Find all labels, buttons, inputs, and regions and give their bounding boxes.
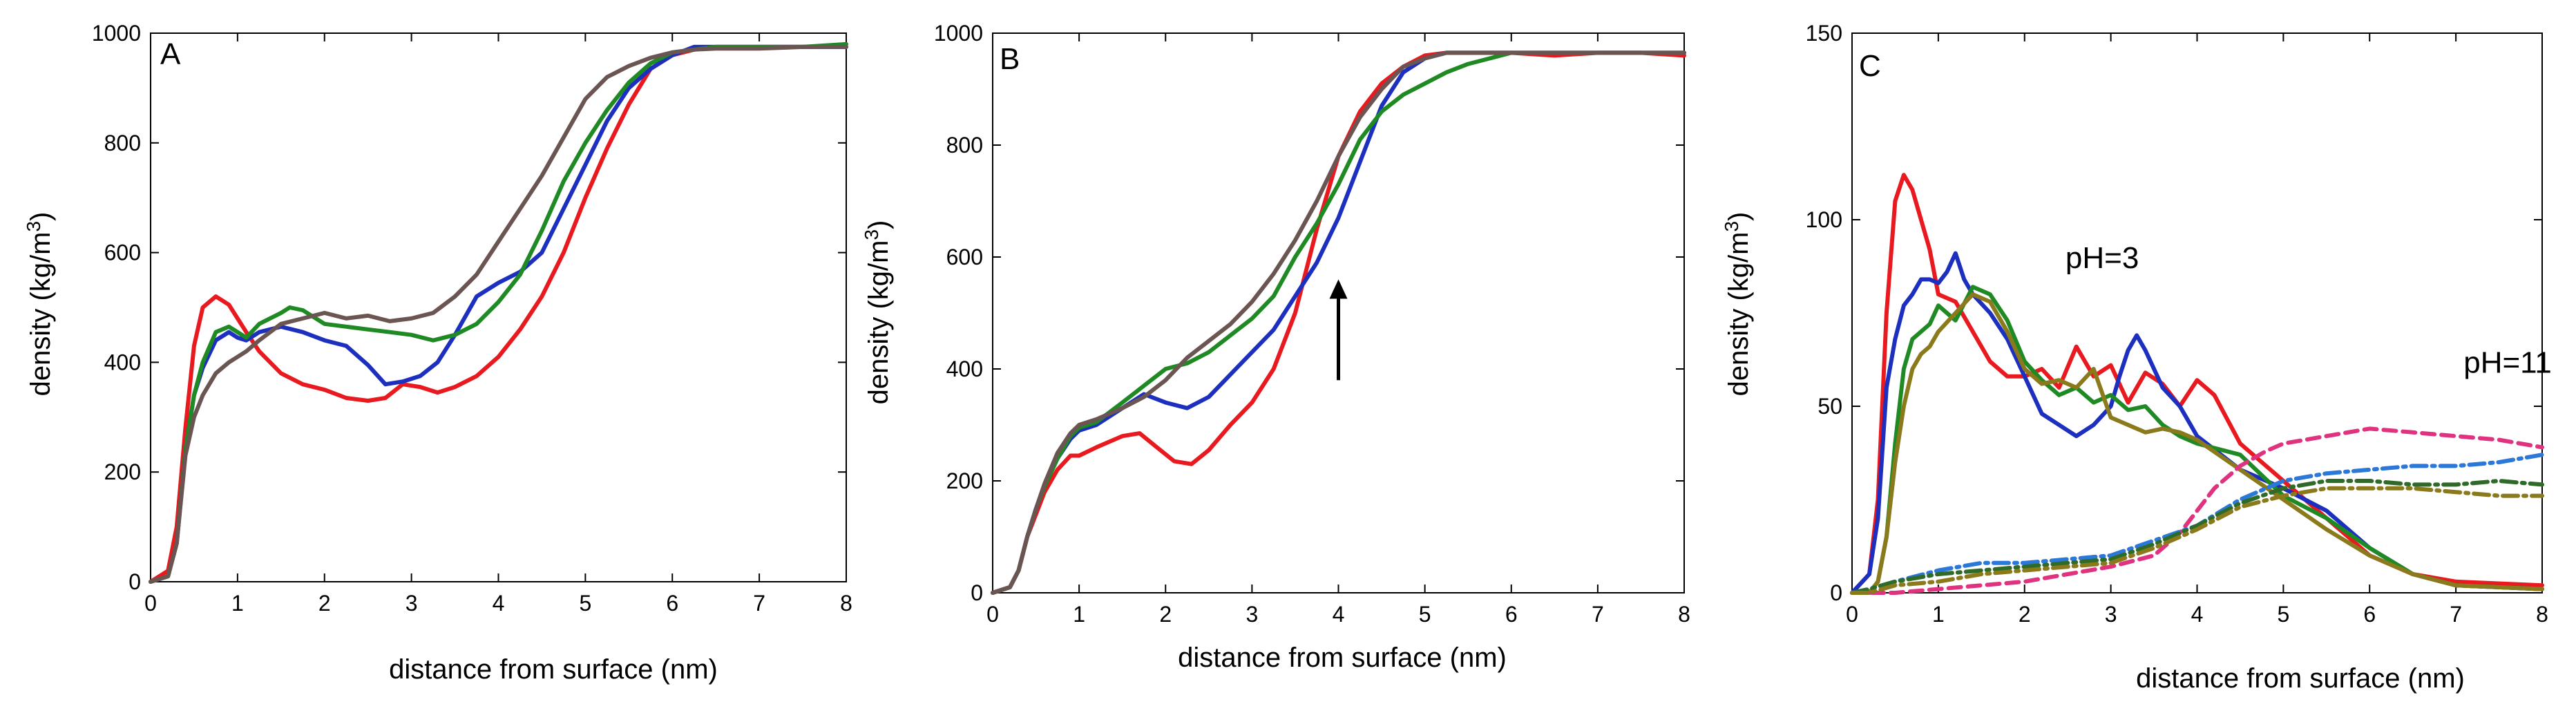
x-tick-label: 4 — [493, 591, 505, 616]
x-tick-label: 0 — [986, 602, 999, 627]
panel-label: C — [1859, 49, 1881, 83]
x-axis-label: distance from surface (nm) — [389, 654, 718, 685]
x-tick-label: 7 — [2450, 602, 2462, 627]
x-axis-label: distance from surface (nm) — [2136, 663, 2465, 694]
series-line-pink-ph-11 — [1850, 426, 2544, 595]
series-line-brown — [991, 50, 1686, 595]
y-axis-label-main: density (kg/m — [864, 240, 894, 405]
x-tick-label: 5 — [2277, 602, 2289, 627]
x-tick-label: 0 — [1846, 602, 1858, 627]
x-tick-label: 8 — [2536, 602, 2548, 627]
x-tick-label: 2 — [1159, 602, 1172, 627]
x-tick-label: 6 — [2363, 602, 2376, 627]
y-axis-label: density (kg/m3) — [23, 212, 56, 397]
series-line-brown — [149, 44, 848, 584]
y-tick-label: 200 — [946, 468, 983, 493]
y-tick-label: 600 — [104, 240, 141, 265]
plot-frame — [150, 32, 847, 582]
arrow-head — [1329, 279, 1348, 299]
x-tick-label: 3 — [406, 591, 418, 616]
series-line-blue — [149, 44, 848, 584]
x-tick-label: 5 — [1419, 602, 1431, 627]
y-axis-label-end: ) — [1724, 212, 1754, 221]
series-line-olive-ph-11 — [1850, 486, 2544, 595]
y-tick-label: 200 — [104, 459, 141, 484]
y-tick-label: 400 — [946, 357, 983, 381]
y-tick-label: 1000 — [934, 21, 983, 46]
y-axis-label-end: ) — [26, 212, 56, 221]
y-axis-label-main: density (kg/m — [1724, 232, 1754, 397]
y-axis-label-sup: 3 — [23, 221, 44, 232]
y-tick-label: 800 — [104, 131, 141, 155]
annotation-label: pH=3 — [2065, 241, 2139, 275]
x-tick-label: 4 — [2191, 602, 2204, 627]
x-tick-label: 8 — [840, 591, 852, 616]
y-axis-label-main: density (kg/m — [26, 232, 56, 397]
y-tick-label: 0 — [1830, 580, 1842, 605]
x-tick-label: 5 — [579, 591, 591, 616]
x-tick-label: 6 — [666, 591, 678, 616]
x-tick-label: 2 — [318, 591, 331, 616]
x-tick-label: 3 — [1246, 602, 1258, 627]
y-tick-label: 1000 — [92, 21, 141, 46]
annotation-label: pH=11 — [2463, 345, 2552, 379]
y-tick-label: 600 — [946, 245, 983, 269]
x-tick-label: 2 — [2019, 602, 2031, 627]
y-tick-label: 0 — [128, 569, 141, 594]
y-tick-label: 100 — [1806, 207, 1842, 232]
series-line-darkgreen-ph-11 — [1850, 479, 2544, 595]
x-tick-label: 3 — [2105, 602, 2117, 627]
y-tick-label: 150 — [1806, 21, 1842, 46]
y-tick-label: 50 — [1817, 394, 1842, 419]
x-tick-label: 6 — [1505, 602, 1518, 627]
y-tick-label: 0 — [971, 580, 983, 605]
x-tick-label: 1 — [231, 591, 244, 616]
y-axis-label-end: ) — [864, 220, 894, 229]
x-tick-label: 4 — [1333, 602, 1345, 627]
panel-label: A — [160, 37, 181, 71]
y-axis-label-sup: 3 — [861, 229, 882, 240]
series-line-red-ph-3 — [1850, 173, 2544, 595]
x-tick-label: 0 — [144, 591, 157, 616]
x-axis-label: distance from surface (nm) — [1178, 643, 1507, 673]
x-tick-label: 1 — [1932, 602, 1945, 627]
x-tick-label: 7 — [1592, 602, 1604, 627]
series-line-green — [149, 41, 848, 584]
series-line-red — [149, 44, 848, 584]
x-tick-label: 1 — [1073, 602, 1085, 627]
series-line-olive-ph-3 — [1850, 292, 2544, 595]
y-tick-label: 400 — [104, 350, 141, 374]
x-tick-label: 7 — [753, 591, 765, 616]
y-axis-label: density (kg/m3) — [1721, 212, 1754, 397]
y-axis-label-sup: 3 — [1721, 221, 1742, 232]
panel-label: B — [1000, 42, 1020, 76]
y-axis-label: density (kg/m3) — [861, 220, 894, 405]
x-tick-label: 8 — [1678, 602, 1690, 627]
y-tick-label: 800 — [946, 133, 983, 158]
